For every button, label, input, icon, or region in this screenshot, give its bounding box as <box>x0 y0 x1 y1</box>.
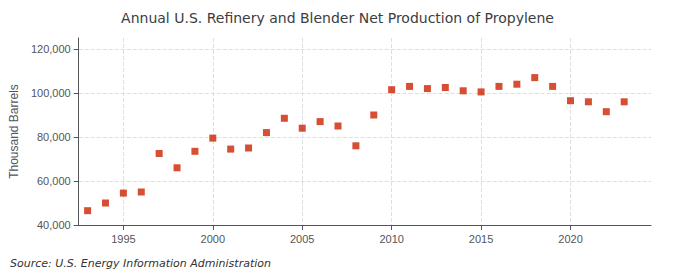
svg-text:60,000: 60,000 <box>37 175 71 187</box>
svg-text:1995: 1995 <box>111 233 135 245</box>
svg-text:2015: 2015 <box>469 233 493 245</box>
svg-text:2000: 2000 <box>201 233 225 245</box>
svg-text:40,000: 40,000 <box>37 219 71 231</box>
svg-text:2020: 2020 <box>558 233 582 245</box>
svg-text:80,000: 80,000 <box>37 131 71 143</box>
svg-text:Thousand Barrels: Thousand Barrels <box>7 84 21 179</box>
svg-text:2010: 2010 <box>379 233 403 245</box>
svg-text:Source: U.S. Energy Informatio: Source: U.S. Energy Information Administ… <box>10 257 271 270</box>
svg-text:Annual U.S. Refinery and Blend: Annual U.S. Refinery and Blender Net Pro… <box>121 10 554 26</box>
svg-text:120,000: 120,000 <box>31 43 71 55</box>
svg-text:100,000: 100,000 <box>31 87 71 99</box>
svg-text:2005: 2005 <box>290 233 314 245</box>
